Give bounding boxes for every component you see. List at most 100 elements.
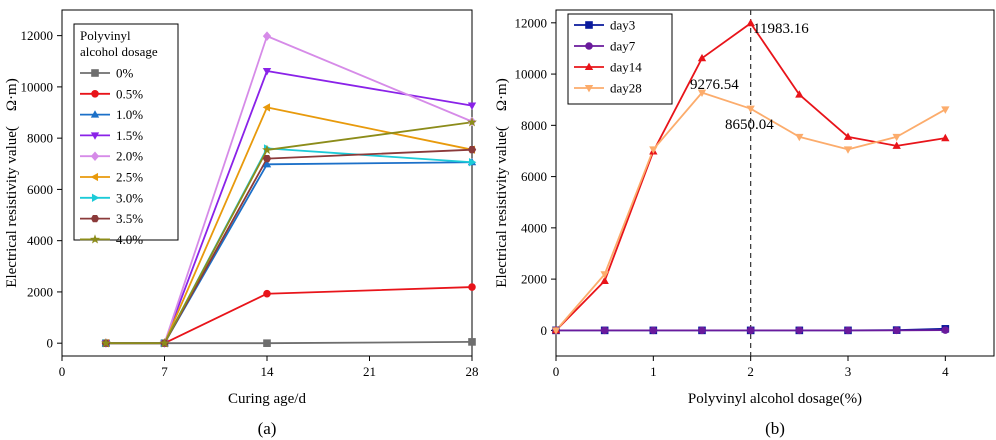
chart-a-x-axis-label: Curing age/d — [228, 391, 306, 407]
chart-b-x-tick-label: 0 — [553, 364, 560, 379]
chart-a-x-tick-label: 21 — [363, 364, 376, 379]
chart-a-legend-label: 2.0% — [116, 149, 143, 164]
chart-a-legend-label: 0.5% — [116, 86, 143, 101]
chart-a-data-point-1-5- — [262, 67, 272, 76]
chart-a-legend-label: 4.0% — [116, 232, 143, 247]
chart-b-data-point-day7 — [600, 326, 609, 335]
chart-b-y-tick-label: 4000 — [521, 220, 547, 235]
chart-a-data-point-4-0- — [262, 144, 272, 155]
chart-a-data-point-3-5- — [262, 155, 272, 163]
chart-b-data-point-day28 — [551, 327, 561, 335]
chart-a-series-line-0-5- — [105, 286, 473, 345]
chart-b-data-point-day7 — [844, 326, 852, 335]
chart-b-data-point-day7 — [795, 326, 804, 335]
chart-a-legend-box — [73, 23, 179, 241]
chart-b-data-point-day14 — [697, 53, 707, 62]
chart-b-data-point-day28 — [746, 105, 755, 114]
chart-b-y-tick-label: 2000 — [521, 272, 547, 287]
chart-b-caption: (b) — [765, 419, 785, 438]
chart-a-series-line-4-0- — [105, 121, 473, 345]
chart-b-data-point-day14 — [843, 132, 853, 140]
chart-a-legend-label: 0% — [116, 66, 134, 81]
chart-b-y-tick-label: 10000 — [515, 67, 548, 82]
chart-b-data-point-day7 — [892, 326, 901, 335]
chart-a-y-tick-label: 0 — [47, 336, 54, 351]
chart-b-data-point-day28 — [941, 106, 950, 114]
chart-b-annotation-peak-day28: 9276.54 — [690, 77, 739, 93]
chart-a-data-point-3-5- — [467, 146, 477, 154]
chart-a-legend-marker — [91, 193, 100, 202]
chart-a-y-tick-label: 4000 — [27, 233, 53, 248]
chart-a-data-point-4-0- — [159, 338, 170, 348]
chart-a-y-tick-label: 10000 — [21, 79, 54, 94]
chart-b: 0 1 2 3 4 0 2000 4000 6000 8000 10000 12000 day3 day… — [494, 9, 995, 438]
chart-b-y-tick-label: 0 — [541, 323, 548, 338]
chart-a-data-point-0- — [468, 338, 476, 346]
chart-b-data-point-day28 — [843, 146, 853, 154]
chart-a-caption: (a) — [258, 419, 277, 438]
chart-a-x-tick-label: 14 — [261, 364, 275, 379]
chart-a-legend-label: 3.0% — [116, 190, 143, 205]
chart-b-x-axis-label: Polyvinyl alcohol dosage(%) — [688, 391, 862, 407]
chart-b-legend-marker — [585, 42, 593, 50]
chart-b-legend-label: day14 — [610, 60, 642, 75]
chart-a-legend-marker — [90, 234, 100, 244]
chart-b-legend-label: day3 — [610, 18, 635, 33]
chart-a-legend-label: 2.5% — [116, 170, 143, 185]
chart-a-y-tick-label: 8000 — [27, 131, 53, 146]
chart-b-legend-marker — [584, 62, 594, 71]
chart-a-data-point-0-5- — [263, 289, 271, 298]
chart-b-data-point-day28 — [795, 133, 804, 142]
chart-b-data-point-day7 — [649, 326, 658, 335]
chart-b-data-point-day28 — [697, 89, 707, 97]
chart-b-data-point-day28 — [649, 146, 658, 154]
chart-b-data-point-day14 — [746, 18, 755, 27]
chart-a-data-point-0- — [263, 339, 271, 347]
chart-a-legend-marker — [90, 132, 100, 140]
chart-a-legend-marker — [90, 151, 100, 161]
chart-a-data-point-1-5- — [467, 102, 477, 110]
chart-b-x-tick-label: 4 — [942, 364, 949, 379]
chart-b-annotation-peak-day14: 11983.16 — [753, 21, 809, 37]
chart-a-data-point-2-0- — [262, 31, 272, 41]
chart-a-y-tick-label: 6000 — [27, 182, 53, 197]
chart-b-legend-label: day7 — [610, 39, 636, 54]
chart-a-legend-label: 3.5% — [116, 211, 143, 226]
chart-b-x-tick-label: 1 — [650, 364, 657, 379]
chart-b-data-point-day14 — [795, 90, 804, 98]
chart-b-legend-marker — [585, 21, 593, 29]
chart-a-legend-title-line1: Polyvinyl — [80, 28, 131, 43]
chart-b-y-tick-label: 8000 — [521, 118, 547, 133]
chart-a-legend-marker — [90, 110, 100, 118]
chart-a-data-point-2-5- — [262, 103, 271, 112]
chart-a-legend-marker — [91, 90, 99, 98]
chart-a-data-point-4-0- — [467, 117, 477, 127]
chart-a-data-point-0-5- — [468, 283, 476, 291]
chart-b-data-point-day7 — [746, 326, 755, 335]
chart-b-data-point-day7 — [698, 326, 706, 335]
chart-b-legend-marker — [584, 84, 594, 93]
chart-a-data-point-3-0- — [468, 158, 477, 167]
chart-a-x-tick-label: 7 — [161, 364, 168, 379]
chart-b-y-tick-label: 12000 — [515, 15, 548, 30]
chart-b-data-point-day28 — [892, 133, 901, 142]
chart-b-plot-frame — [555, 9, 995, 357]
chart-a: 0 7 14 21 28 0 2000 4000 6000 8000 10000 12000 Poly… — [4, 9, 479, 438]
chart-a-y-axis-label: Electrical resistivity value( Ω·m) — [4, 78, 20, 287]
chart-b-data-point-day14 — [892, 141, 901, 149]
chart-b-y-tick-label: 6000 — [521, 169, 547, 184]
chart-a-legend-label: 1.5% — [116, 128, 143, 143]
chart-a-legend-title-line2: alcohol dosage — [80, 44, 158, 59]
chart-b-y-axis-label: Electrical resistivity value( Ω·m) — [494, 78, 510, 287]
chart-b-x-tick-label: 3 — [845, 364, 852, 379]
chart-b-data-point-day14 — [600, 276, 609, 284]
chart-b-data-point-day14 — [941, 133, 950, 142]
chart-b-x-tick-label: 2 — [747, 364, 754, 379]
chart-a-legend-marker — [90, 214, 100, 223]
chart-a-data-point-4-0- — [101, 338, 111, 348]
chart-b-legend-label: day28 — [610, 81, 642, 96]
chart-a-legend-marker — [90, 172, 99, 182]
chart-a-x-tick-label: 28 — [466, 364, 479, 379]
chart-a-x-tick-label: 0 — [59, 364, 66, 379]
